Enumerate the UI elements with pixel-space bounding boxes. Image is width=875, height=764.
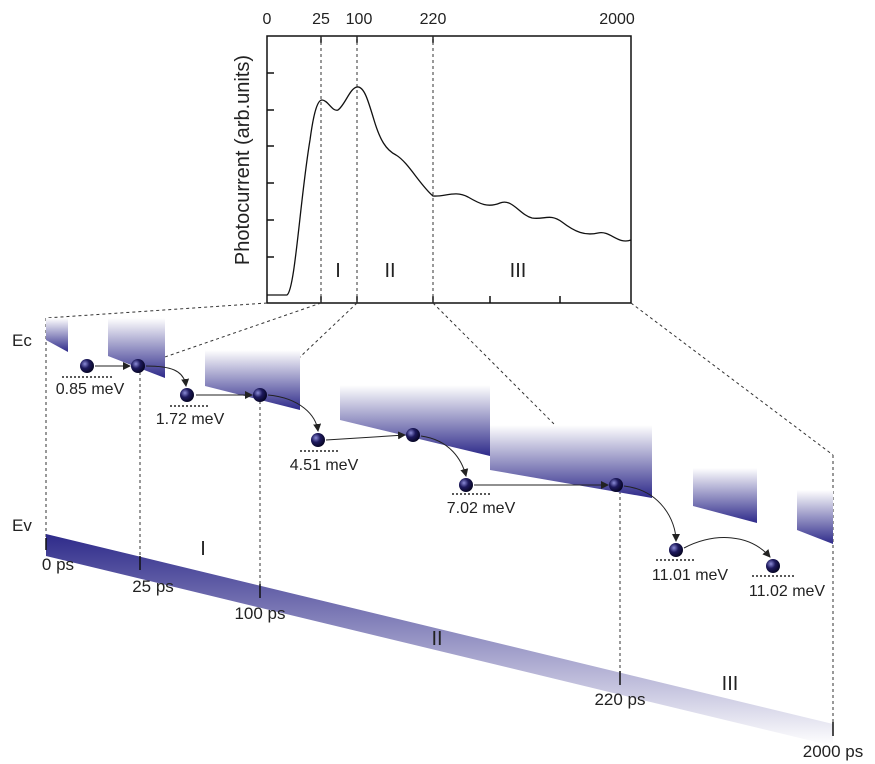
top-tick-label: 25 — [312, 11, 330, 28]
figure: Photocurrent (arb.units) 0 25 100 220 20… — [0, 0, 875, 764]
top-tick-label: 0 — [263, 11, 272, 28]
region-label: I — [200, 538, 206, 560]
conduction-band — [46, 318, 833, 544]
energy-label: 11.02 meV — [749, 583, 826, 600]
energy-label: 1.72 meV — [156, 411, 225, 428]
energy-label: 4.51 meV — [290, 457, 359, 474]
top-tick-label: 100 — [346, 11, 373, 28]
band-label: Ev — [12, 516, 32, 535]
band-label: Ec — [12, 331, 32, 350]
energy-label: 7.02 meV — [447, 500, 516, 517]
region-label: II — [431, 628, 442, 650]
time-label: 25 ps — [132, 577, 174, 596]
region-label: I — [335, 260, 341, 282]
region-label: III — [510, 260, 527, 282]
time-label: 220 ps — [594, 690, 645, 709]
region-label: II — [384, 260, 395, 282]
photocurrent-curve — [267, 87, 631, 295]
energy-label: 0.85 meV — [56, 381, 125, 398]
energy-label: 11.01 meV — [652, 567, 729, 584]
y-axis-label: Photocurrent (arb.units) — [232, 55, 254, 265]
top-tick-label: 2000 — [599, 11, 635, 28]
plot: Photocurrent (arb.units) 0 25 100 220 20… — [232, 11, 635, 303]
region-label: III — [722, 673, 739, 695]
top-tick-label: 220 — [420, 11, 447, 28]
plot-frame — [267, 36, 631, 303]
time-label: 100 ps — [234, 604, 285, 623]
time-label: 2000 ps — [803, 742, 864, 761]
time-label: 0 ps — [42, 555, 74, 574]
